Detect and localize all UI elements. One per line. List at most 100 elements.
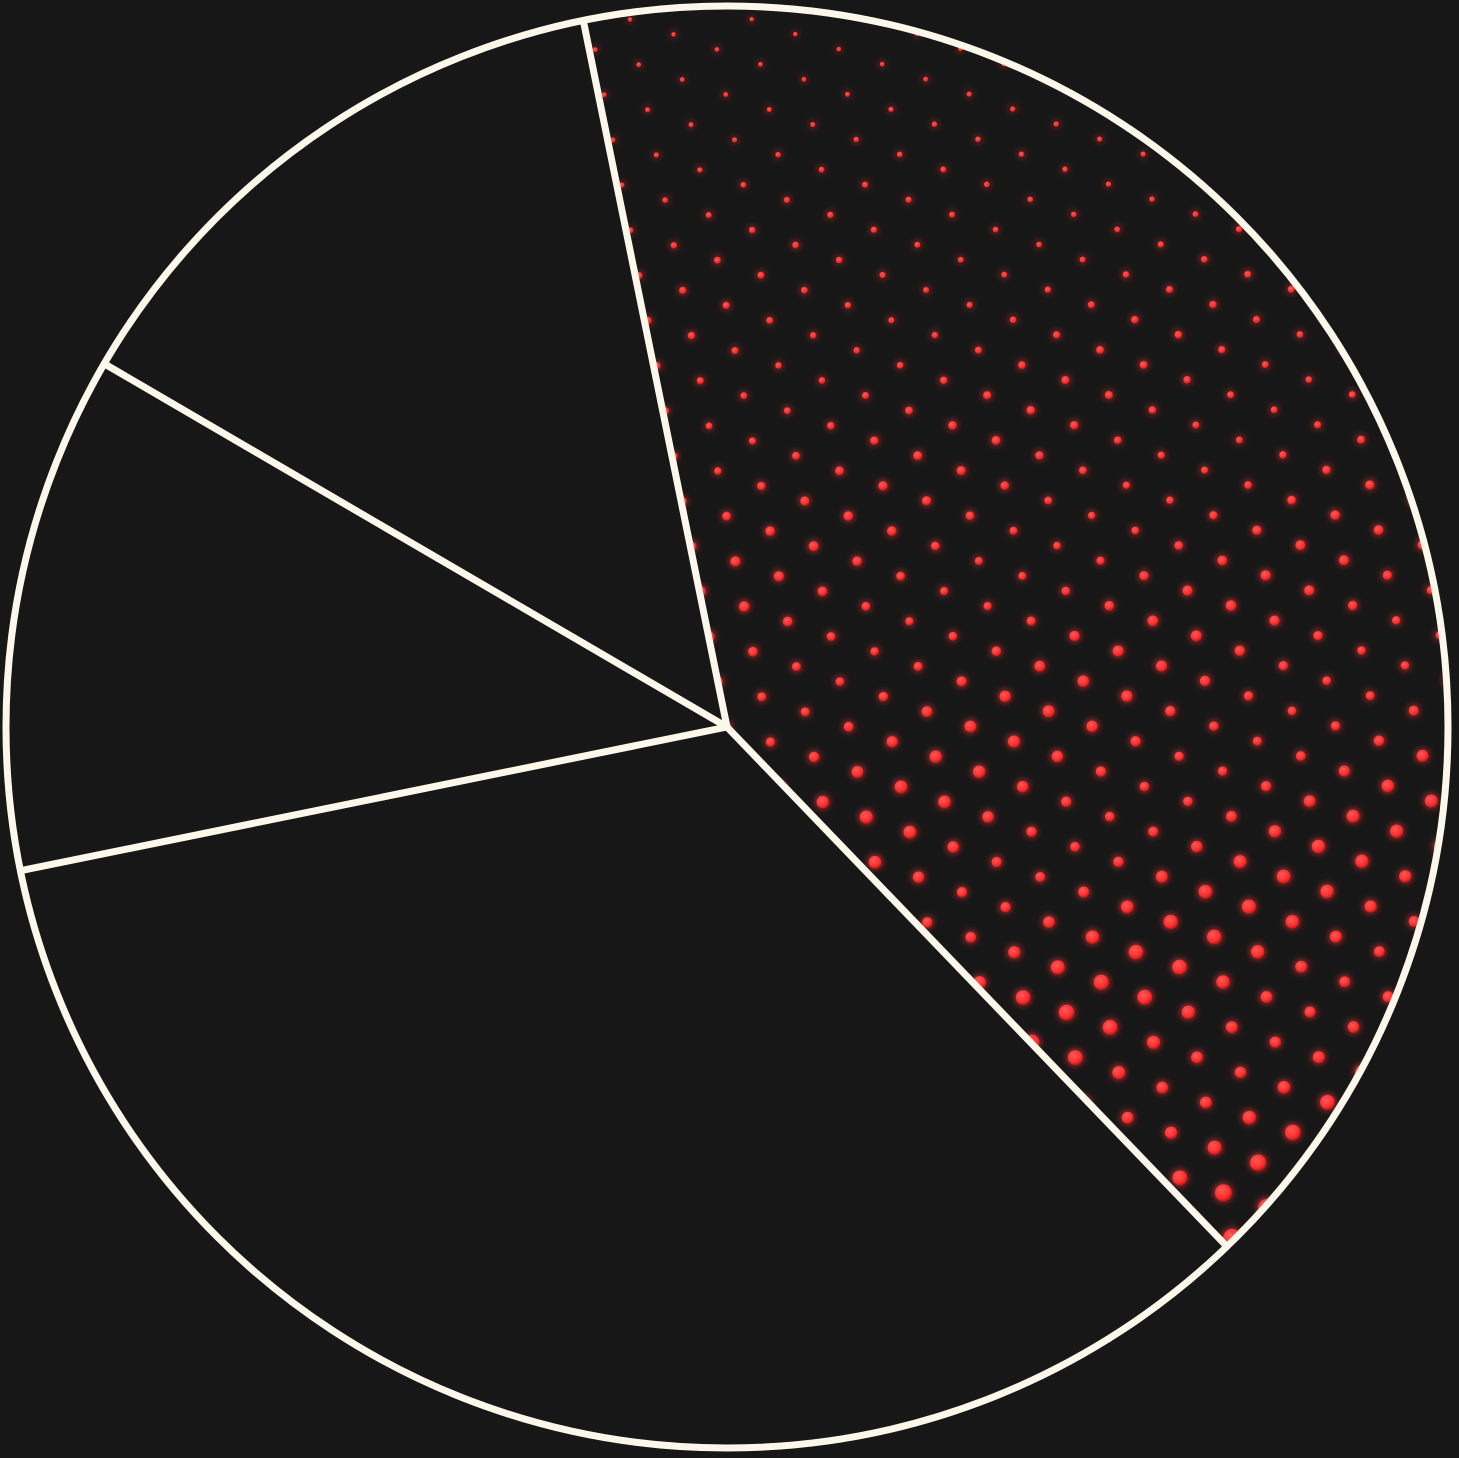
- pattern-dot: [974, 346, 982, 354]
- pattern-dot: [835, 256, 843, 264]
- pattern-dot: [1250, 945, 1265, 959]
- pattern-dot: [1252, 736, 1262, 746]
- slice-borders: [17, 17, 1231, 1250]
- pattern-dot: [931, 331, 939, 339]
- pattern-dot: [1155, 870, 1168, 883]
- pattern-dot: [1044, 496, 1053, 505]
- pattern-dot: [1285, 914, 1300, 929]
- pattern-dot: [1043, 916, 1055, 928]
- pattern-dot: [879, 61, 885, 67]
- pattern-dot: [862, 181, 869, 188]
- pattern-dot: [1001, 271, 1008, 278]
- pattern-dot: [757, 271, 765, 279]
- pattern-dot: [1329, 930, 1342, 943]
- pattern-dot: [1122, 271, 1130, 278]
- pattern-dot: [1148, 826, 1159, 837]
- pattern-dot: [1347, 1021, 1360, 1033]
- pattern-dot: [818, 166, 825, 173]
- pattern-dot: [740, 392, 748, 400]
- pattern-dot: [1191, 840, 1203, 853]
- pattern-dot: [853, 347, 860, 354]
- pattern-dot: [1156, 1081, 1169, 1094]
- pattern-dot: [1241, 899, 1256, 914]
- pattern-dot: [749, 17, 755, 22]
- pattern-dot: [923, 286, 930, 294]
- pattern-dot: [1296, 331, 1304, 338]
- pattern-dot: [1061, 376, 1070, 385]
- pattern-dot: [886, 736, 898, 748]
- pattern-dot: [1182, 585, 1193, 596]
- pattern-dot: [1295, 960, 1308, 973]
- pattern-dot: [1330, 721, 1341, 731]
- pattern-dot: [1174, 330, 1183, 339]
- pattern-dot: [1113, 436, 1122, 445]
- pattern-dot: [722, 301, 730, 309]
- slice-divider-2: [723, 723, 1231, 1250]
- pattern-dot: [645, 107, 651, 113]
- pattern-dot: [1163, 914, 1178, 929]
- pattern-dot: [1105, 181, 1112, 187]
- pattern-dot: [1268, 825, 1282, 838]
- pattern-dot: [601, 92, 607, 98]
- pattern-dot: [783, 196, 790, 203]
- pattern-dot: [1355, 854, 1369, 868]
- pattern-dot: [1172, 1170, 1188, 1186]
- pattern-dot: [732, 137, 738, 143]
- pattern-dot: [1357, 435, 1366, 444]
- pattern-dot: [1295, 751, 1306, 761]
- pattern-dot: [1348, 600, 1358, 611]
- pattern-dot: [940, 166, 947, 173]
- pattern-dot: [1104, 600, 1115, 611]
- pattern-dot: [1079, 466, 1087, 475]
- pattern-dot: [1112, 1066, 1126, 1080]
- pattern-dot: [1373, 735, 1385, 747]
- pattern-dot: [1207, 929, 1222, 945]
- pattern-dot: [714, 467, 722, 475]
- pattern-dot: [1147, 1035, 1161, 1049]
- pattern-dot: [1287, 495, 1296, 505]
- pattern-dot: [1339, 976, 1351, 988]
- pattern-dot: [938, 795, 951, 809]
- pattern-dot: [1035, 451, 1044, 460]
- pattern-dot: [688, 122, 694, 128]
- pattern-dot: [999, 690, 1011, 703]
- pattern-dot: [940, 587, 949, 596]
- pattern-dot: [868, 855, 882, 869]
- pattern-dot: [1086, 720, 1098, 732]
- pattern-dot: [817, 586, 828, 597]
- pattern-dot: [1062, 166, 1068, 173]
- pattern-dot: [1114, 226, 1121, 233]
- pattern-dot: [1338, 765, 1350, 777]
- pattern-dot: [1035, 872, 1046, 882]
- pie-slice-3: [6, 363, 727, 871]
- pattern-dot: [1218, 346, 1226, 354]
- pattern-dot: [1157, 451, 1165, 459]
- pattern-dot: [627, 17, 633, 22]
- pattern-dot: [1096, 556, 1105, 565]
- pattern-dot: [905, 196, 912, 203]
- pattern-dot: [1279, 451, 1287, 459]
- pattern-dot: [930, 541, 940, 551]
- pattern-dot: [1217, 555, 1228, 566]
- pattern-dot: [965, 511, 975, 520]
- pattern-dot: [766, 316, 774, 324]
- pattern-dot: [914, 241, 921, 248]
- pattern-dot: [1009, 526, 1018, 535]
- pattern-dot: [1199, 675, 1211, 687]
- pattern-dot: [731, 347, 739, 355]
- pattern-dot: [878, 481, 888, 491]
- pattern-dot: [782, 616, 793, 627]
- pattern-dot: [1093, 974, 1109, 990]
- pattern-dot: [808, 751, 820, 763]
- pattern-dot: [1225, 1021, 1238, 1034]
- pattern-dot: [1313, 630, 1323, 641]
- pattern-dot: [1311, 839, 1326, 854]
- pattern-dot: [722, 511, 731, 521]
- pattern-dot: [1036, 241, 1042, 248]
- pattern-dot: [896, 361, 904, 369]
- pattern-dot: [1034, 660, 1046, 672]
- pattern-dot: [947, 841, 959, 853]
- pattern-dot: [748, 437, 757, 445]
